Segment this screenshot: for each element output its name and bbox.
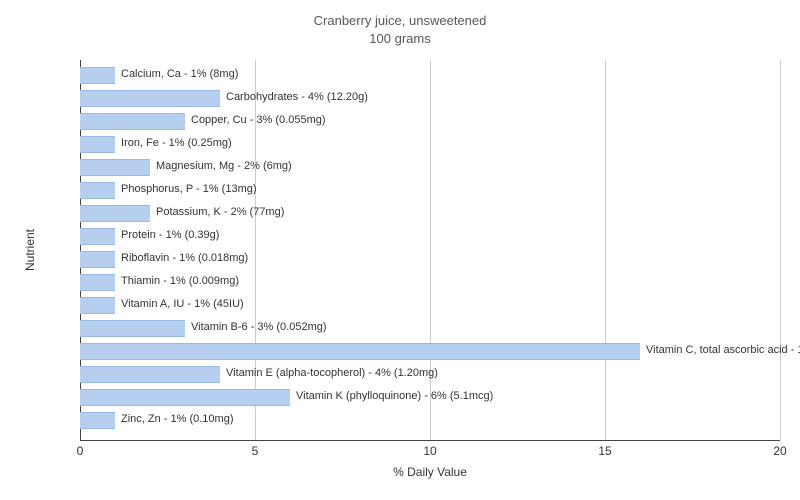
- gridline: [780, 60, 781, 440]
- nutrient-bar-label: Protein - 1% (0.39g): [115, 228, 219, 243]
- nutrient-bar-label: Riboflavin - 1% (0.018mg): [115, 251, 248, 266]
- nutrient-bar-label: Vitamin C, total ascorbic acid - 16% (9.…: [640, 343, 800, 358]
- chart-title: Cranberry juice, unsweetened 100 grams: [0, 0, 800, 47]
- title-line-2: 100 grams: [369, 31, 430, 46]
- nutrient-bar: [80, 297, 115, 314]
- x-tick-label: 0: [77, 444, 84, 458]
- nutrient-bar: [80, 90, 220, 107]
- nutrient-bar: [80, 136, 115, 153]
- nutrient-bar-label: Vitamin A, IU - 1% (45IU): [115, 297, 244, 312]
- nutrient-bar: [80, 412, 115, 429]
- nutrient-bar-label: Iron, Fe - 1% (0.25mg): [115, 136, 232, 151]
- nutrient-bar: [80, 228, 115, 245]
- nutrient-bar: [80, 274, 115, 291]
- nutrient-bar: [80, 251, 115, 268]
- nutrient-bar-label: Thiamin - 1% (0.009mg): [115, 274, 239, 289]
- nutrient-bar-label: Phosphorus, P - 1% (13mg): [115, 182, 257, 197]
- x-axis-label: % Daily Value: [80, 465, 780, 479]
- nutrient-bar: [80, 389, 290, 406]
- x-tick-label: 15: [598, 444, 611, 458]
- nutrient-bar-label: Calcium, Ca - 1% (8mg): [115, 67, 238, 82]
- x-tick-label: 5: [252, 444, 259, 458]
- nutrient-bar-label: Copper, Cu - 3% (0.055mg): [185, 113, 326, 128]
- nutrient-bar-label: Vitamin K (phylloquinone) - 6% (5.1mcg): [290, 389, 493, 404]
- nutrient-bar-label: Carbohydrates - 4% (12.20g): [220, 90, 368, 105]
- gridline: [430, 60, 431, 440]
- x-tick-label: 20: [773, 444, 786, 458]
- nutrient-bar: [80, 113, 185, 130]
- nutrient-bar-label: Magnesium, Mg - 2% (6mg): [150, 159, 292, 174]
- nutrient-bar: [80, 159, 150, 176]
- x-tick-label: 10: [423, 444, 436, 458]
- nutrient-bar: [80, 343, 640, 360]
- nutrient-bar: [80, 205, 150, 222]
- nutrient-bar: [80, 67, 115, 84]
- nutrient-bar-label: Vitamin B-6 - 3% (0.052mg): [185, 320, 327, 335]
- nutrient-bar-label: Potassium, K - 2% (77mg): [150, 205, 284, 220]
- y-axis-label: Nutrient: [23, 229, 37, 271]
- nutrient-bar: [80, 366, 220, 383]
- nutrient-bar: [80, 320, 185, 337]
- gridline: [605, 60, 606, 440]
- nutrient-bar: [80, 182, 115, 199]
- nutrient-bar-label: Zinc, Zn - 1% (0.10mg): [115, 412, 233, 427]
- nutrient-bar-label: Vitamin E (alpha-tocopherol) - 4% (1.20m…: [220, 366, 438, 381]
- plot-area: Calcium, Ca - 1% (8mg) Carbohydrates - 4%…: [80, 60, 780, 441]
- nutrient-chart: Cranberry juice, unsweetened 100 grams N…: [0, 0, 800, 500]
- title-line-1: Cranberry juice, unsweetened: [314, 13, 487, 28]
